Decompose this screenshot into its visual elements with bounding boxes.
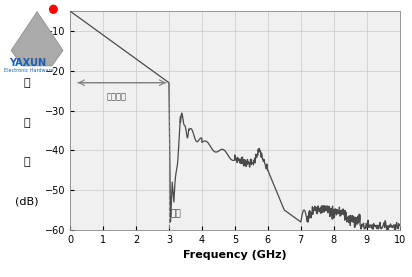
Text: 耗: 耗 [24,157,30,167]
Text: Electronic Hardware: Electronic Hardware [4,68,53,73]
Circle shape [49,5,58,14]
Text: YAXUN: YAXUN [9,58,46,68]
Text: 入: 入 [24,78,30,88]
X-axis label: Frequency (GHz): Frequency (GHz) [183,250,287,260]
Text: 线性频段: 线性频段 [106,93,126,102]
Text: 插: 插 [24,39,30,49]
Text: (dB): (dB) [15,196,39,206]
Text: 损: 损 [24,118,30,128]
Polygon shape [11,12,63,66]
Text: 峰值: 峰值 [171,209,181,219]
